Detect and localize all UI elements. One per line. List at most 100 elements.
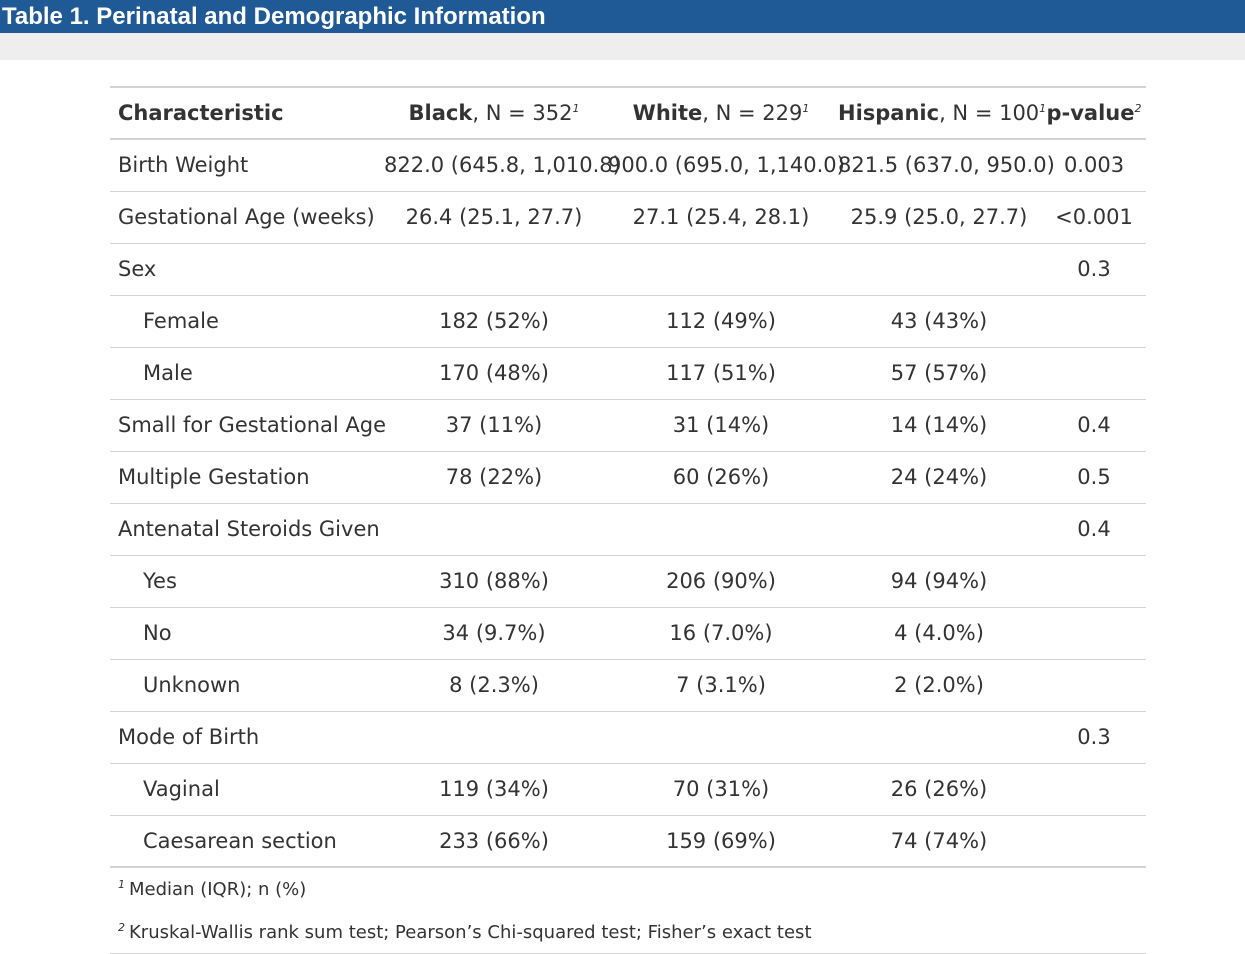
footnote-mark: 2 [1134,102,1142,115]
table-title: Table 1. Perinatal and Demographic Infor… [2,3,546,30]
footnote-mark: 1 [118,878,125,891]
cell-hispanic: 94 (94%) [836,555,1042,608]
cell-white [606,503,836,556]
subtitle-band [0,33,1245,60]
cell-white [606,711,836,764]
row-label: Mode of Birth [110,711,382,764]
cell-hispanic: 57 (57%) [836,347,1042,400]
cell-white: 31 (14%) [606,399,836,452]
demographics-table: Characteristic Black, N = 3521 White, N … [110,86,1146,868]
cell-black [382,711,606,764]
footnote-mark: 1 [572,102,580,115]
row-label: Birth Weight [110,139,382,192]
row-label: Male [110,347,382,400]
header-hispanic: Hispanic, N = 1001 [836,86,1046,140]
cell-pvalue: <0.001 [1042,191,1146,244]
cell-white: 117 (51%) [606,347,836,400]
cell-white: 27.1 (25.4, 28.1) [606,191,836,244]
footnote-1: 1 Median (IQR); n (%) [118,878,307,900]
row-label: Sex [110,243,382,296]
row-label: No [110,607,382,660]
cell-hispanic: 14 (14%) [836,399,1042,452]
row-label: Vaginal [110,763,382,816]
header-row: Characteristic Black, N = 3521 White, N … [110,86,1146,140]
row-label: Gestational Age (weeks) [110,191,382,244]
cell-pvalue [1042,763,1146,816]
cell-black: 233 (66%) [382,815,606,868]
cell-white: 159 (69%) [606,815,836,868]
table-row: Caesarean section 233 (66%) 159 (69%) 74 (7… [110,815,1146,868]
header-pvalue: p-value2 [1042,86,1146,140]
table-row: Small for Gestational Age 37 (11%) 31 (14%… [110,399,1146,452]
cell-white: 112 (49%) [606,295,836,348]
cell-black: 182 (52%) [382,295,606,348]
row-label: Female [110,295,382,348]
cell-black [382,243,606,296]
table-row: Mode of Birth 0.3 [110,711,1146,764]
header-white: White, N = 2291 [606,86,836,140]
header-black: Black, N = 3521 [382,86,606,140]
table-row: Female 182 (52%) 112 (49%) 43 (43%) [110,295,1146,348]
cell-hispanic [836,503,1042,556]
cell-pvalue: 0.4 [1042,503,1146,556]
cell-pvalue: 0.4 [1042,399,1146,452]
cell-black: 119 (34%) [382,763,606,816]
table-row: Vaginal 119 (34%) 70 (31%) 26 (26%) [110,763,1146,816]
cell-black: 822.0 (645.8, 1,010.8) [382,139,621,192]
cell-pvalue: 0.3 [1042,711,1146,764]
cell-pvalue: 0.3 [1042,243,1146,296]
cell-hispanic [836,711,1042,764]
cell-black: 170 (48%) [382,347,606,400]
table-row: No 34 (9.7%) 16 (7.0%) 4 (4.0%) [110,607,1146,660]
table-body: Birth Weight 822.0 (645.8, 1,010.8) 900.0 … [110,139,1146,868]
row-label: Yes [110,555,382,608]
footnote-mark: 1 [1039,102,1047,115]
cell-hispanic: 4 (4.0%) [836,607,1042,660]
cell-pvalue [1042,347,1146,400]
table-row: Sex 0.3 [110,243,1146,296]
table-row: Multiple Gestation 78 (22%) 60 (26%) 24 (24… [110,451,1146,504]
cell-white: 7 (3.1%) [606,659,836,712]
footnotes: 1 Median (IQR); n (%) 2 Kruskal-Wallis ran… [110,868,1146,954]
footnote-mark: 2 [118,921,125,934]
cell-pvalue: 0.5 [1042,451,1146,504]
cell-pvalue [1042,555,1146,608]
cell-pvalue [1042,815,1146,868]
cell-hispanic: 26 (26%) [836,763,1042,816]
cell-black: 78 (22%) [382,451,606,504]
cell-black: 310 (88%) [382,555,606,608]
cell-hispanic: 74 (74%) [836,815,1042,868]
row-label: Unknown [110,659,382,712]
cell-pvalue: 0.003 [1042,139,1146,192]
cell-black: 8 (2.3%) [382,659,606,712]
row-label: Caesarean section [110,815,382,868]
cell-black: 37 (11%) [382,399,606,452]
cell-white: 16 (7.0%) [606,607,836,660]
cell-black [382,503,606,556]
cell-black: 26.4 (25.1, 27.7) [382,191,606,244]
cell-pvalue [1042,607,1146,660]
cell-hispanic: 25.9 (25.0, 27.7) [836,191,1042,244]
cell-hispanic: 821.5 (637.0, 950.0) [836,139,1055,192]
cell-hispanic: 24 (24%) [836,451,1042,504]
cell-white: 70 (31%) [606,763,836,816]
cell-white: 900.0 (695.0, 1,140.0) [606,139,845,192]
table-container: Characteristic Black, N = 3521 White, N … [110,86,1146,868]
cell-black: 34 (9.7%) [382,607,606,660]
cell-hispanic [836,243,1042,296]
table-row: Male 170 (48%) 117 (51%) 57 (57%) [110,347,1146,400]
cell-white [606,243,836,296]
cell-pvalue [1042,295,1146,348]
row-label: Antenatal Steroids Given [110,503,382,556]
row-label: Multiple Gestation [110,451,382,504]
table-row: Birth Weight 822.0 (645.8, 1,010.8) 900.0 … [110,139,1146,192]
cell-hispanic: 2 (2.0%) [836,659,1042,712]
table-row: Yes 310 (88%) 206 (90%) 94 (94%) [110,555,1146,608]
table-row: Gestational Age (weeks) 26.4 (25.1, 27.7)… [110,191,1146,244]
cell-white: 206 (90%) [606,555,836,608]
row-label: Small for Gestational Age [110,399,386,452]
cell-white: 60 (26%) [606,451,836,504]
footnote-2: 2 Kruskal-Wallis rank sum test; Pearson’s… [118,921,812,943]
header-characteristic: Characteristic [110,86,382,140]
table-row: Antenatal Steroids Given 0.4 [110,503,1146,556]
